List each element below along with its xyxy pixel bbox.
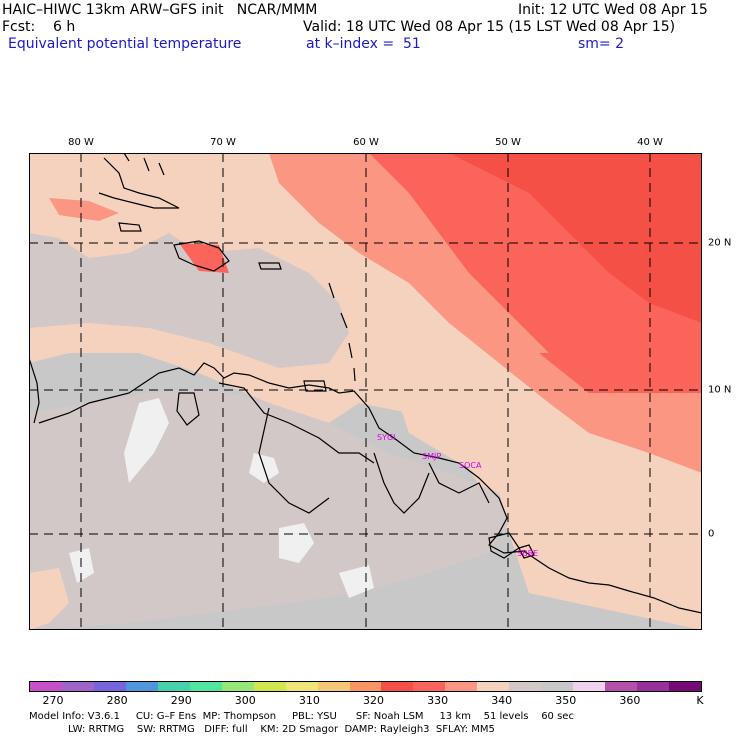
lon-label-70w: 70 W bbox=[210, 137, 236, 148]
field-coast-band bbox=[389, 373, 529, 483]
colorbar-swatch bbox=[157, 682, 190, 691]
colorbar-swatch bbox=[413, 682, 446, 691]
map-border bbox=[29, 153, 702, 630]
field-340-cuba bbox=[49, 198, 119, 221]
station-label-soca: SOCA bbox=[459, 461, 482, 470]
colorbar-swatch bbox=[477, 682, 510, 691]
colorbar-swatch bbox=[93, 682, 126, 691]
colorbar-tick-label: 340 bbox=[491, 694, 513, 707]
field-330-core bbox=[449, 153, 702, 323]
colorbar-tick-label: 270 bbox=[42, 694, 64, 707]
field-360-a bbox=[124, 398, 169, 483]
model-title: HAIC–HIWC 13km ARW–GFS init NCAR/MMM bbox=[2, 2, 318, 18]
theta-e-field: SYGI SMJP SOCA SBBE bbox=[29, 153, 702, 630]
lon-label-80w: 80 W bbox=[68, 137, 94, 148]
level-label: at k–index = 51 bbox=[306, 36, 421, 52]
colorbar-swatch bbox=[541, 682, 574, 691]
lon-label-40w: 40 W bbox=[637, 137, 663, 148]
init-time: Init: 12 UTC Wed 08 Apr 15 bbox=[518, 2, 708, 18]
field-360-c bbox=[279, 523, 314, 563]
lat-label-0: 0 bbox=[708, 528, 715, 540]
valid-time: Valid: 18 UTC Wed 08 Apr 15 (15 LST Wed … bbox=[303, 19, 676, 35]
colorbar-tick-label: 290 bbox=[170, 694, 192, 707]
colorbar-swatch bbox=[509, 682, 542, 691]
coastlines bbox=[29, 153, 702, 614]
colorbar-tick-label: 350 bbox=[555, 694, 577, 707]
colorbar-unit: K bbox=[696, 694, 704, 707]
colorbar-swatch bbox=[30, 682, 62, 691]
colorbar-tick-label: 300 bbox=[234, 694, 256, 707]
field-350-grey-north bbox=[29, 233, 349, 368]
field-name: Equivalent potential temperature bbox=[8, 36, 242, 52]
lat-lon-grid bbox=[29, 153, 702, 630]
map-panel[interactable]: SYGI SMJP SOCA SBBE bbox=[29, 153, 702, 630]
colorbar-swatch bbox=[317, 682, 350, 691]
colorbar-swatch bbox=[125, 682, 158, 691]
colorbar-swatch bbox=[381, 682, 414, 691]
lat-label-20n: 20 N bbox=[708, 237, 732, 249]
station-label-sbbe: SBBE bbox=[517, 549, 538, 558]
colorbar-tick-label: 280 bbox=[106, 694, 128, 707]
colorbar-swatch bbox=[349, 682, 382, 691]
station-label-smjp: SMJP bbox=[422, 452, 441, 461]
colorbar-swatch bbox=[253, 682, 286, 691]
lon-label-60w: 60 W bbox=[353, 137, 379, 148]
station-label-sygi: SYGI bbox=[377, 433, 396, 442]
colorbar-tick-label: 320 bbox=[363, 694, 384, 707]
forecast-hour: Fcst: 6 h bbox=[2, 19, 76, 35]
model-info-line1: Model Info: V3.6.1 CU: G–F Ens MP: Thomp… bbox=[29, 711, 574, 722]
colorbar-swatch bbox=[445, 682, 478, 691]
colorbar-tick-label: 360 bbox=[619, 694, 641, 707]
colorbar-tick-label: 330 bbox=[427, 694, 449, 707]
model-info-line2: LW: RRTMG SW: RRTMG DIFF: full KM: 2D Sm… bbox=[68, 724, 495, 735]
colorbar-swatch bbox=[637, 682, 670, 691]
colorbar bbox=[29, 681, 702, 692]
smoothing-label: sm= 2 bbox=[578, 36, 625, 52]
lon-label-50w: 50 W bbox=[495, 137, 521, 148]
field-360-e bbox=[339, 565, 374, 598]
field-330-hispaniola bbox=[179, 243, 229, 273]
colorbar-swatch bbox=[61, 682, 94, 691]
colorbar-tick-label: 310 bbox=[298, 694, 320, 707]
field-330-south bbox=[539, 353, 702, 393]
colorbar-swatch bbox=[573, 682, 606, 691]
colorbar-swatch bbox=[285, 682, 318, 691]
colorbar-swatch bbox=[669, 682, 702, 691]
lat-label-10n: 10 N bbox=[708, 384, 732, 396]
colorbar-swatch bbox=[221, 682, 254, 691]
colorbar-swatch bbox=[605, 682, 638, 691]
field-pacific-band bbox=[29, 568, 69, 630]
colorbar-swatch bbox=[189, 682, 222, 691]
